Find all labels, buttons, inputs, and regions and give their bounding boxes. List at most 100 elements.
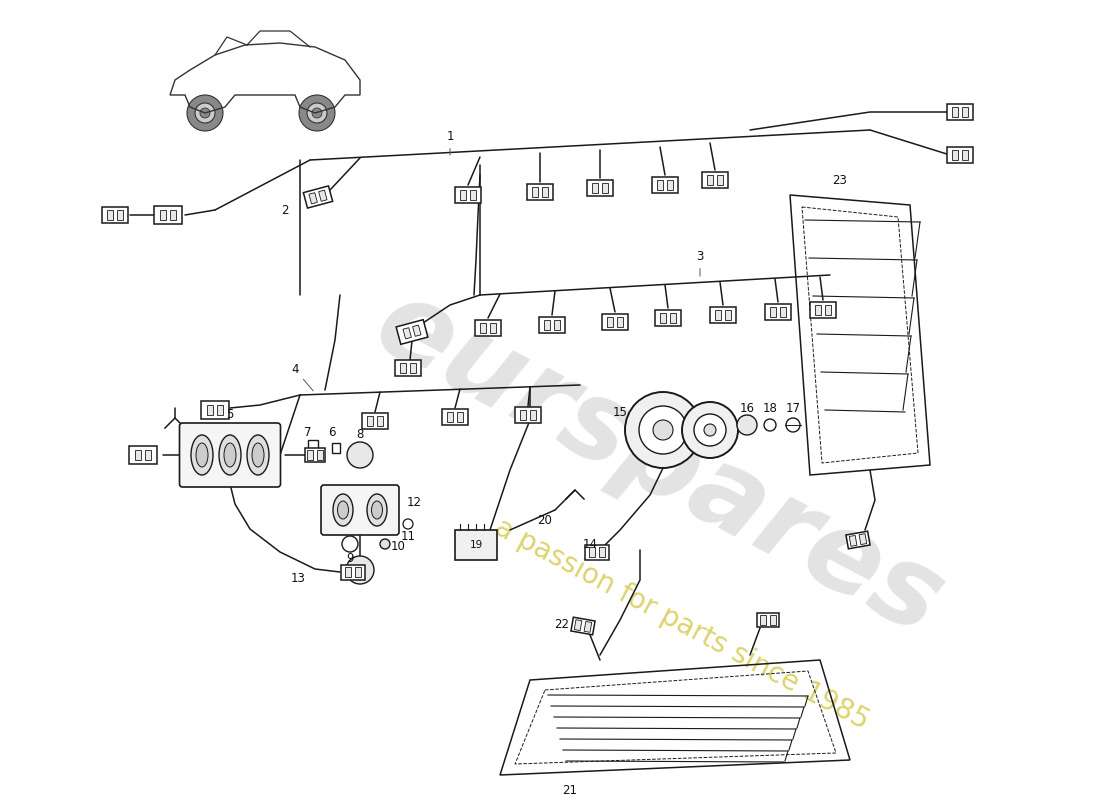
- Ellipse shape: [252, 443, 264, 467]
- Text: 12: 12: [407, 495, 421, 509]
- Bar: [410, 363, 416, 373]
- Bar: [400, 363, 406, 373]
- Bar: [377, 416, 383, 426]
- Text: 21: 21: [562, 783, 578, 797]
- Bar: [760, 615, 766, 625]
- Ellipse shape: [191, 435, 213, 475]
- Text: 5: 5: [227, 407, 233, 421]
- Bar: [309, 193, 318, 204]
- Circle shape: [379, 539, 390, 549]
- Bar: [107, 210, 113, 220]
- Bar: [554, 320, 560, 330]
- Bar: [129, 446, 156, 464]
- Text: 9: 9: [346, 551, 354, 565]
- Circle shape: [625, 392, 701, 468]
- Bar: [396, 320, 428, 344]
- Ellipse shape: [248, 435, 270, 475]
- Bar: [952, 150, 958, 160]
- Bar: [345, 567, 351, 577]
- Bar: [849, 535, 857, 546]
- Bar: [952, 107, 958, 117]
- Bar: [207, 405, 213, 415]
- Bar: [134, 450, 141, 460]
- Bar: [102, 207, 128, 223]
- Bar: [962, 150, 968, 160]
- Circle shape: [764, 419, 776, 431]
- Text: 18: 18: [762, 402, 778, 414]
- Bar: [725, 310, 732, 320]
- Bar: [319, 190, 327, 202]
- Bar: [652, 177, 678, 193]
- Bar: [717, 175, 723, 185]
- Bar: [770, 615, 776, 625]
- Ellipse shape: [219, 435, 241, 475]
- Bar: [308, 440, 318, 456]
- Circle shape: [195, 103, 214, 123]
- Bar: [530, 410, 536, 420]
- Bar: [587, 180, 613, 196]
- Bar: [670, 313, 676, 323]
- Text: 19: 19: [470, 540, 483, 550]
- Bar: [542, 187, 548, 197]
- Circle shape: [704, 424, 716, 436]
- Text: 2: 2: [282, 203, 288, 217]
- Text: 7: 7: [305, 426, 311, 438]
- Ellipse shape: [196, 443, 208, 467]
- Circle shape: [694, 414, 726, 446]
- Bar: [527, 184, 553, 200]
- Bar: [362, 413, 388, 429]
- Text: 15: 15: [613, 406, 627, 418]
- Circle shape: [200, 108, 210, 118]
- Bar: [532, 187, 538, 197]
- Bar: [332, 443, 340, 453]
- Bar: [710, 307, 736, 323]
- Bar: [480, 323, 486, 333]
- Circle shape: [346, 556, 374, 584]
- Bar: [456, 412, 463, 422]
- Bar: [144, 450, 151, 460]
- Bar: [395, 360, 421, 376]
- Bar: [962, 107, 968, 117]
- Bar: [764, 304, 791, 320]
- Bar: [475, 320, 500, 336]
- Text: 6: 6: [328, 426, 336, 439]
- Bar: [201, 401, 229, 419]
- Bar: [470, 190, 476, 200]
- Bar: [305, 448, 324, 462]
- Circle shape: [737, 415, 757, 435]
- Text: 17: 17: [785, 402, 801, 414]
- Text: 11: 11: [400, 530, 416, 542]
- Bar: [947, 104, 974, 120]
- Bar: [455, 530, 497, 560]
- Ellipse shape: [333, 494, 353, 526]
- Bar: [304, 186, 332, 208]
- Circle shape: [786, 418, 800, 432]
- Bar: [607, 317, 613, 327]
- Ellipse shape: [372, 501, 383, 519]
- Circle shape: [346, 442, 373, 468]
- Text: 13: 13: [290, 573, 306, 586]
- Bar: [341, 565, 365, 579]
- Circle shape: [307, 103, 327, 123]
- Bar: [355, 567, 361, 577]
- Bar: [660, 313, 666, 323]
- Bar: [702, 172, 728, 188]
- Bar: [617, 317, 623, 327]
- Bar: [667, 180, 673, 190]
- Text: 20: 20: [538, 514, 552, 526]
- Bar: [757, 613, 779, 627]
- Bar: [585, 545, 609, 559]
- Bar: [715, 310, 720, 320]
- Bar: [117, 210, 123, 220]
- Bar: [859, 534, 867, 545]
- Bar: [367, 416, 373, 426]
- Bar: [571, 617, 595, 635]
- Bar: [307, 450, 314, 460]
- Bar: [412, 325, 421, 336]
- Ellipse shape: [224, 443, 236, 467]
- Bar: [170, 210, 176, 220]
- Text: 8: 8: [356, 429, 364, 442]
- Circle shape: [653, 420, 673, 440]
- Circle shape: [403, 519, 412, 529]
- Bar: [403, 328, 411, 339]
